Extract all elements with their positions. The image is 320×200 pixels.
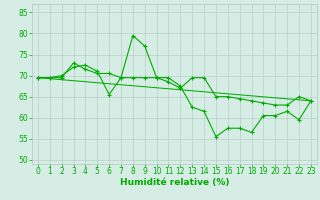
X-axis label: Humidité relative (%): Humidité relative (%) <box>120 178 229 187</box>
